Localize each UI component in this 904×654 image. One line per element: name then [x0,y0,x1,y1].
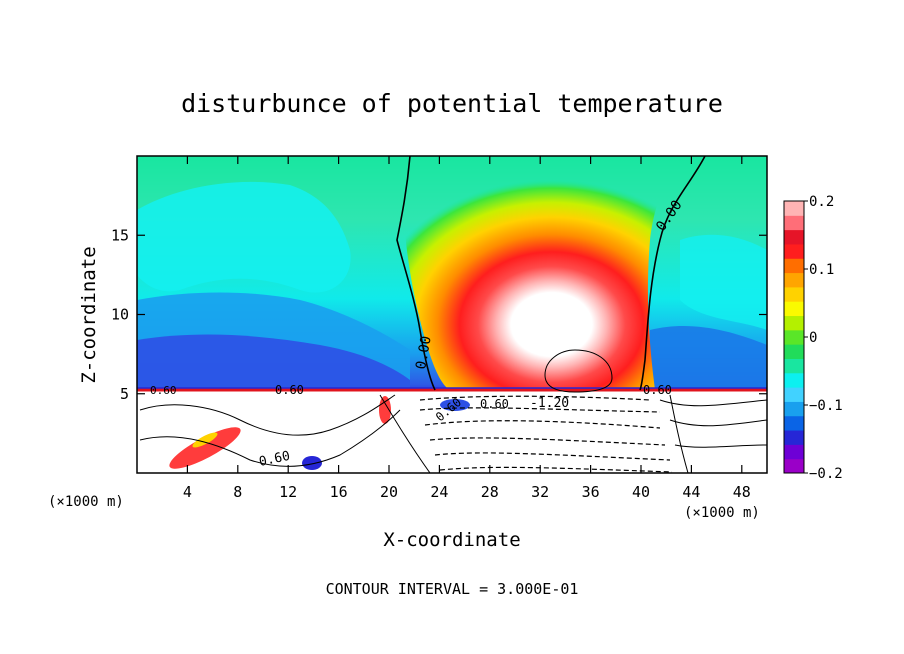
chart-title: disturbunce of potential temperature [181,89,723,118]
x-unit-right: (×1000 m) [684,505,760,521]
y-axis: 5 10 15 [111,226,767,403]
contour-lower-7 [669,394,689,473]
contour-label-06-d: 0.60 [643,383,672,397]
contour-neg-4 [429,437,666,446]
colorbar-swatch [784,229,804,245]
colorbar-swatch [784,401,804,417]
contour-lower-2 [139,409,401,467]
contour-label-06-f: 0.60 [150,384,177,397]
warm-blob-1 [169,427,241,469]
colorbar-swatch [784,430,804,445]
y-tick-label: 15 [111,226,129,244]
x-tick-label: 16 [330,483,348,501]
x-unit-left: (×1000 m) [48,494,124,510]
x-tick-label: 44 [682,483,700,501]
x-axis-label: X-coordinate [383,529,520,551]
colorbar-swatch [784,372,804,388]
contour-lower-1 [139,394,396,436]
colorbar-swatch [784,258,804,274]
contour-lower-4 [669,419,767,427]
colorbar-swatch [784,444,804,460]
x-tick-label: 28 [481,483,499,501]
contour-label-zero-left: 0.00 [413,335,435,371]
colorbar-tick-label: −0.2 [809,466,843,482]
colorbar-tick-label: 0.1 [809,262,834,278]
contour-label-06-b: 0.60 [258,449,292,470]
cyan-region-left [137,181,351,293]
contour-neg-3 [424,420,661,429]
warm-plume [403,156,700,390]
cold-blob-1 [302,456,322,470]
darkblue-band-left [137,334,410,390]
colorbar-swatch [784,243,804,259]
colorbar-swatch [784,387,804,402]
contour-lower-6 [379,394,431,473]
contour-label-neg120: -1.20 [530,396,569,411]
x-tick-label: 36 [582,483,600,501]
colorbar-tick-label: 0.2 [809,194,834,210]
x-tick-label: 8 [233,483,242,501]
colorbar-swatch [784,215,804,231]
contour-zero-right [639,156,706,391]
colorbar [783,200,805,474]
colorbar-swatch [784,272,804,288]
y-tick-label: 10 [111,306,129,324]
colorbar-swatch [784,329,804,345]
contour-neg-2 [419,407,661,413]
y-tick-label: 5 [120,385,129,403]
contour-neg-5 [434,452,671,461]
colorbar-ticks: 0.2 0.1 0 −0.1 −0.2 [804,194,843,482]
contour-neg-6 [439,466,673,473]
colorbar-swatch [784,301,804,317]
x-tick-label: 4 [183,483,192,501]
warm-blob-1-core [192,432,218,448]
blue-band-right [650,325,767,390]
colorbar-swatch [784,315,804,331]
y-axis-label: Z-coordinate [78,246,100,383]
x-tick-label: 20 [380,483,398,501]
colorbar-swatch [784,286,804,302]
x-tick-label: 48 [733,483,751,501]
contour-lower-5 [674,444,767,448]
plot-area: 0.00 0.00 0.60 0.60 0.60 0.60 0.60 0.60 … [137,156,767,473]
x-tick-label: 24 [430,483,448,501]
colorbar-swatch [784,458,804,474]
colorbar-tick-label: 0 [809,330,817,346]
contour-label-06-e: 0.60 [480,397,509,411]
cyan-region-right [680,234,767,330]
colorbar-swatch [784,201,804,216]
warm-blob-2 [379,396,391,424]
colorbar-tick-label: −0.1 [809,398,843,414]
x-tick-label: 12 [279,483,297,501]
colorbar-swatch [784,415,804,431]
contour-label-06-a: 0.60 [275,383,304,397]
contour-interval-footer: CONTOUR INTERVAL = 3.000E-01 [326,580,579,598]
contour-neg-1 [419,395,651,401]
colorbar-swatch [784,358,804,374]
x-axis: 4 8 12 16 20 24 28 32 36 40 44 48 [183,156,751,501]
x-tick-label: 32 [531,483,549,501]
x-tick-label: 40 [632,483,650,501]
contour-core [544,349,613,393]
contour-lower-3 [659,399,767,407]
colorbar-swatch [784,344,804,359]
contour-zero-left [396,156,436,391]
